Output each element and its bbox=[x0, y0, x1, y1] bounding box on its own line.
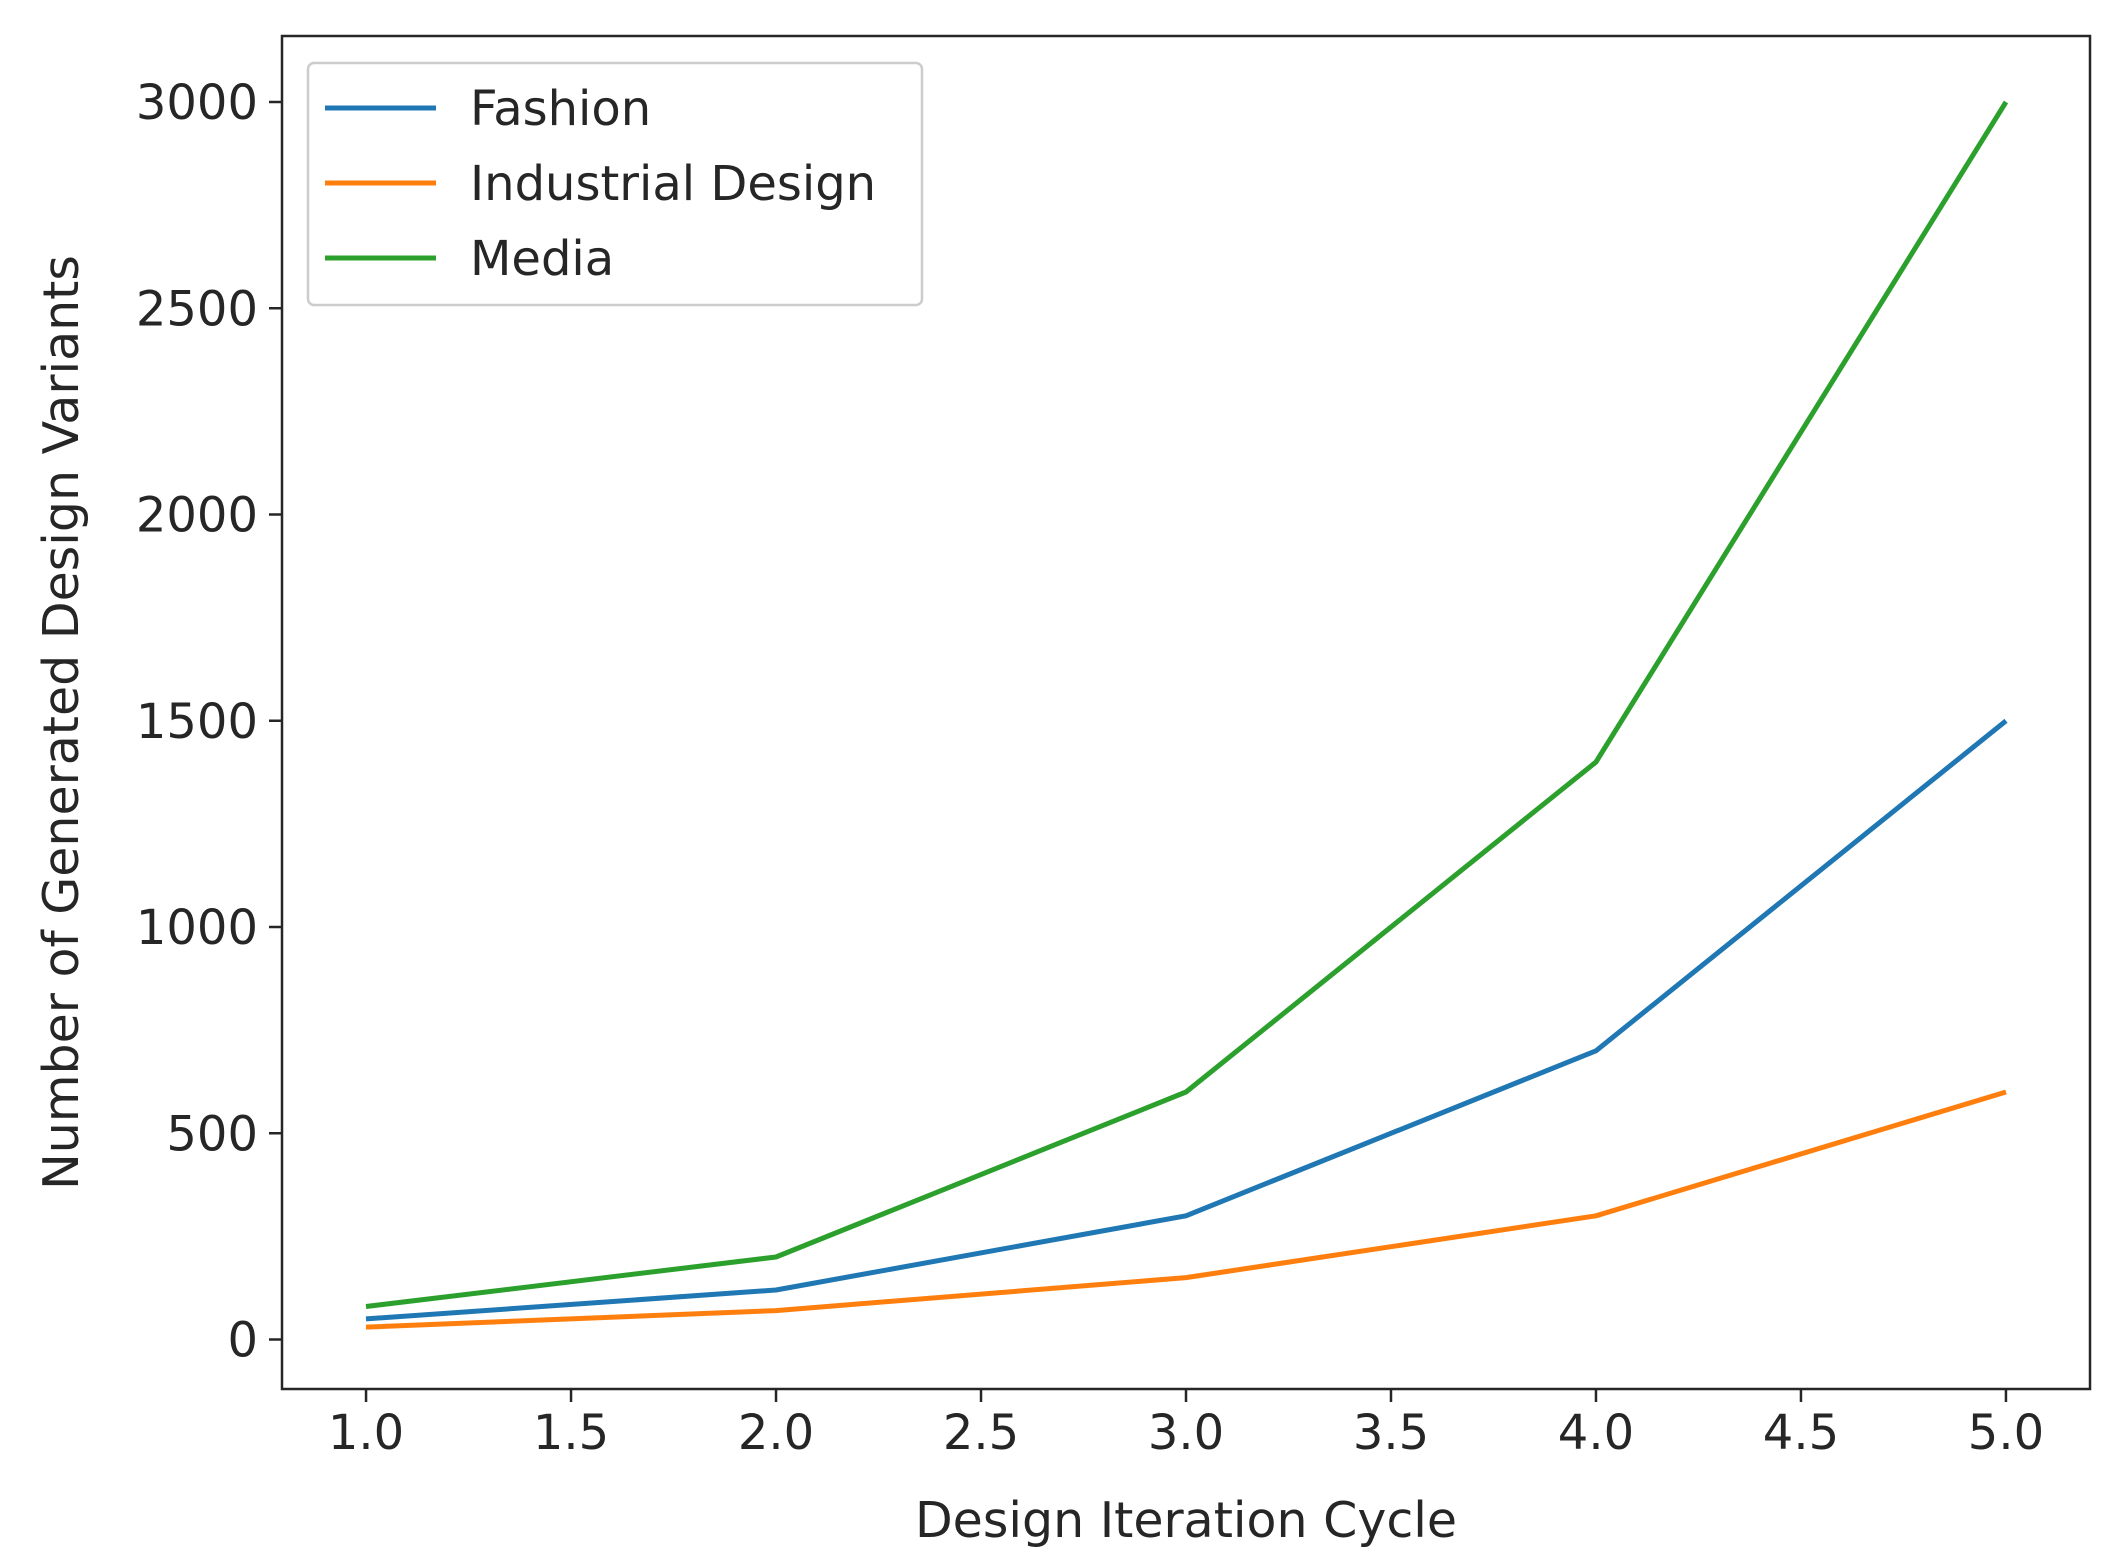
legend: Fashion Industrial Design Media bbox=[306, 61, 924, 307]
y-tick-label: 500 bbox=[166, 1106, 258, 1162]
y-tick-label: 2500 bbox=[136, 281, 258, 337]
y-tick-label: 2000 bbox=[136, 488, 258, 544]
x-tick-label: 4.0 bbox=[1558, 1405, 1634, 1461]
series-lines bbox=[365, 100, 2009, 1330]
series-line-fashion bbox=[365, 718, 2008, 1322]
x-tick-label: 3.5 bbox=[1353, 1405, 1429, 1461]
x-tick-label: 3.0 bbox=[1148, 1405, 1224, 1461]
y-tick-label: 1500 bbox=[136, 694, 258, 750]
legend-box bbox=[306, 61, 924, 307]
x-tick-label: 4.5 bbox=[1763, 1405, 1839, 1461]
y-axis-title: Number of Generated Design Variants bbox=[33, 255, 90, 1190]
x-tick-label: 1.5 bbox=[533, 1405, 609, 1461]
legend-label-media: Media bbox=[470, 231, 614, 287]
legend-label-fashion: Fashion bbox=[470, 81, 651, 137]
x-tick-label: 5.0 bbox=[1968, 1405, 2044, 1461]
series-line-industrial-design bbox=[365, 1089, 2007, 1330]
series-line-media bbox=[365, 100, 2009, 1309]
x-tick-label: 2.0 bbox=[738, 1405, 814, 1461]
x-axis-title: Design Iteration Cycle bbox=[915, 1492, 1457, 1549]
y-tick-label: 1000 bbox=[136, 900, 258, 956]
legend-label-industrial-design: Industrial Design bbox=[470, 156, 876, 212]
x-tick-label: 1.0 bbox=[328, 1405, 404, 1461]
y-axis: 0 500 1000 1500 2000 2500 3000 bbox=[136, 75, 282, 1369]
y-tick-label: 0 bbox=[227, 1313, 258, 1369]
x-axis: 1.0 1.5 2.0 2.5 3.0 3.5 4.0 4.5 5.0 bbox=[328, 1389, 2044, 1461]
y-tick-label: 3000 bbox=[136, 75, 258, 131]
x-tick-label: 2.5 bbox=[943, 1405, 1019, 1461]
